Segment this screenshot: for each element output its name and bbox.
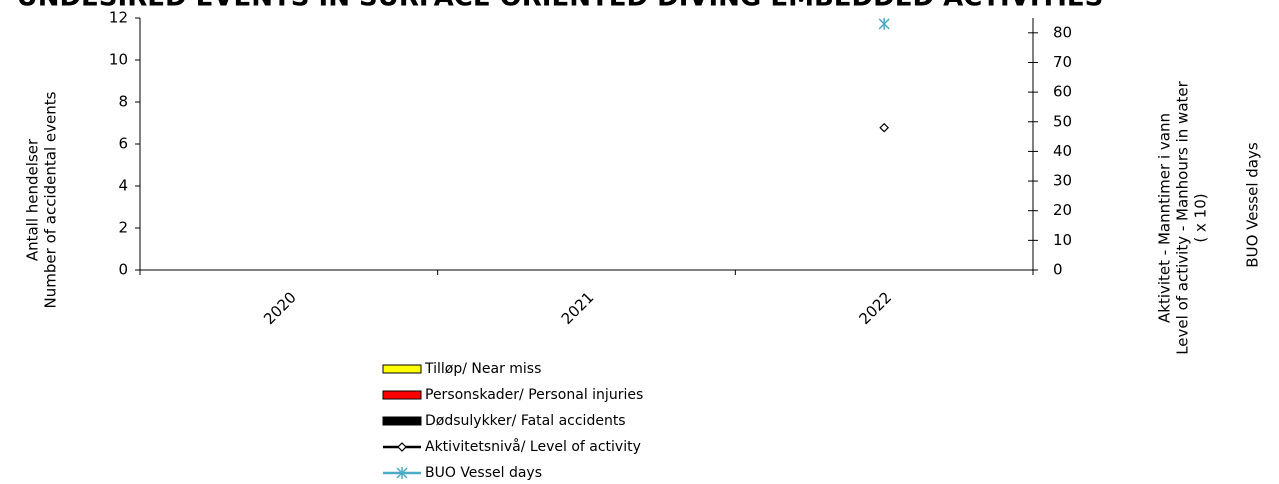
y3-axis-label: BUO Vessel days [1244,142,1262,268]
y2-tick-label: 70 [1053,53,1072,71]
y-tick-label: 8 [118,93,128,111]
legend-swatch [382,364,422,374]
y2-tick-label: 0 [1053,261,1063,279]
legend-marker [397,442,407,452]
x-tick-label: 2022 [855,288,895,328]
y-axis-label: Antall hendelser [24,138,42,261]
chart-title: UNDESIRED EVENTS IN SURFACE ORIENTED DIV… [17,0,1104,13]
point [878,17,890,30]
legend-swatch [382,416,422,426]
x-tick-label: 2021 [558,288,598,328]
y2-axis-label: ( x 10) [1192,193,1210,242]
legend-label: BUO Vessel days [425,465,542,480]
legend-label: Tilløp/ Near miss [424,361,541,377]
point [879,122,890,133]
y-tick-label: 0 [118,261,128,279]
y2-tick-label: 50 [1053,112,1072,130]
y2-axis-label: Aktivitet - Manntimer i vann [1156,113,1174,323]
y2-tick-label: 20 [1053,201,1072,219]
y2-tick-label: 30 [1053,172,1072,190]
y2-tick-label: 60 [1053,83,1072,101]
legend-label: Personskader/ Personal injuries [425,387,643,403]
y-tick-label: 6 [118,135,128,153]
x-tick-label: 2020 [260,288,300,328]
y-axis-label: Number of accidental events [42,91,60,308]
y2-tick-label: 10 [1053,231,1072,249]
legend-swatch [382,390,422,400]
y2-tick-label: 80 [1053,23,1072,41]
legend-label: Aktivitetsnivå/ Level of activity [425,438,641,455]
y-tick-label: 10 [109,51,128,69]
y-tick-label: 4 [118,177,128,195]
y-tick-label: 12 [109,9,128,27]
y2-tick-label: 40 [1053,142,1072,160]
y2-axis-label: Level of activity - Manhours in water [1174,80,1192,354]
legend-marker [396,467,408,479]
legend-label: Dødsulykker/ Fatal accidents [425,413,626,429]
y-tick-label: 2 [118,219,128,237]
